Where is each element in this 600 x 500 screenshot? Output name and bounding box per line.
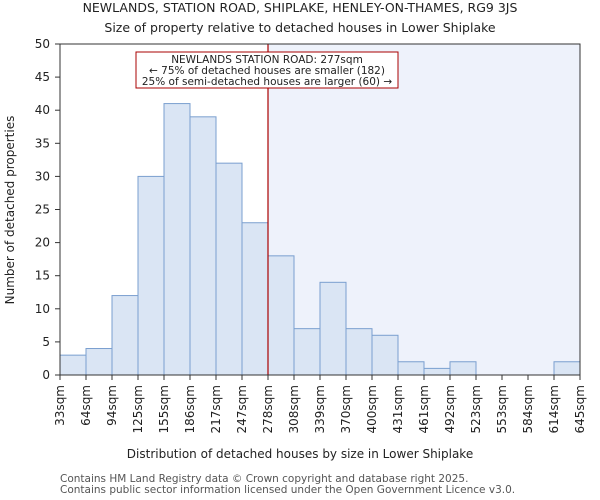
x-tick-label: 186sqm: [183, 385, 197, 433]
x-tick-label: 645sqm: [573, 385, 587, 433]
y-tick-label: 30: [35, 169, 50, 183]
larger-region-background: [268, 44, 580, 375]
x-tick-label: 584sqm: [521, 385, 535, 433]
annotation-line-1: NEWLANDS STATION ROAD: 277sqm: [171, 54, 363, 66]
bar-33sqm: [59, 354, 87, 376]
x-tick-label: 370sqm: [339, 385, 353, 433]
bars-group: [59, 103, 581, 376]
x-axis-label: Distribution of detached houses by size …: [127, 447, 473, 461]
y-tick-label: 25: [35, 203, 50, 217]
bar-217sqm: [215, 162, 243, 376]
y-tick-label: 10: [35, 302, 50, 316]
chart-subtitle: Size of property relative to detached ho…: [104, 20, 496, 35]
plot-frame: [59, 43, 581, 376]
x-tick-label: 33sqm: [53, 385, 67, 426]
bar-461sqm: [423, 367, 451, 376]
x-tick-label: 94sqm: [105, 385, 119, 426]
annotation-frame: [135, 51, 399, 89]
bar-400sqm: [371, 334, 399, 376]
annotation-line-2: ← 75% of detached houses are smaller (18…: [149, 65, 385, 77]
bar-431sqm: [397, 361, 425, 376]
x-tick-label: 217sqm: [209, 385, 223, 433]
x-tick-label: 400sqm: [365, 385, 379, 433]
bar-339sqm: [319, 281, 347, 376]
bar-186sqm: [189, 116, 217, 376]
y-tick-label: 45: [35, 70, 50, 84]
x-tick-label: 247sqm: [235, 385, 249, 433]
y-tick-label: 50: [35, 37, 50, 51]
bar-614sqm: [553, 361, 581, 376]
footer-line-2: Contains public sector information licen…: [60, 484, 516, 496]
bar-64sqm: [85, 348, 113, 376]
annotation-line-3: 25% of semi-detached houses are larger (…: [142, 76, 393, 88]
y-tick-label: 35: [35, 136, 50, 150]
chart-title: NEWLANDS, STATION ROAD, SHIPLAKE, HENLEY…: [83, 0, 518, 15]
bar-247sqm: [241, 222, 269, 376]
x-tick-label: 523sqm: [469, 385, 483, 433]
bar-94sqm: [111, 295, 139, 376]
annotation-box: NEWLANDS STATION ROAD: 277sqm ← 75% of d…: [135, 51, 399, 89]
bar-370sqm: [345, 328, 373, 376]
y-tick-label: 40: [35, 103, 50, 117]
x-tick-label: 308sqm: [287, 385, 301, 433]
x-tick-label: 64sqm: [79, 385, 93, 426]
y-tick-label: 15: [35, 269, 50, 283]
y-axis: 0 5 10 15 20 25 30 35 40 45 50: [35, 37, 60, 382]
y-axis-label: Number of detached properties: [3, 116, 17, 305]
y-tick-label: 5: [42, 335, 50, 349]
x-tick-label: 155sqm: [157, 385, 171, 433]
bar-278sqm: [267, 255, 295, 376]
x-tick-label: 553sqm: [495, 385, 509, 433]
bar-308sqm: [293, 328, 321, 376]
x-tick-label: 614sqm: [547, 385, 561, 433]
footer-line-1: Contains HM Land Registry data © Crown c…: [60, 473, 469, 485]
y-tick-label: 0: [42, 368, 50, 382]
x-tick-label: 431sqm: [391, 385, 405, 433]
x-tick-label: 461sqm: [417, 385, 431, 433]
bar-125sqm: [137, 175, 165, 376]
bar-492sqm: [449, 361, 477, 376]
x-tick-label: 339sqm: [313, 385, 327, 433]
x-tick-label: 125sqm: [131, 385, 145, 433]
bar-155sqm: [163, 103, 191, 376]
x-tick-label: 278sqm: [261, 385, 275, 433]
y-tick-label: 20: [35, 236, 50, 250]
x-tick-label: 492sqm: [443, 385, 457, 433]
x-axis: 33sqm 64sqm 94sqm 125sqm 155sqm 186sqm 217sqm 2…: [53, 375, 587, 433]
